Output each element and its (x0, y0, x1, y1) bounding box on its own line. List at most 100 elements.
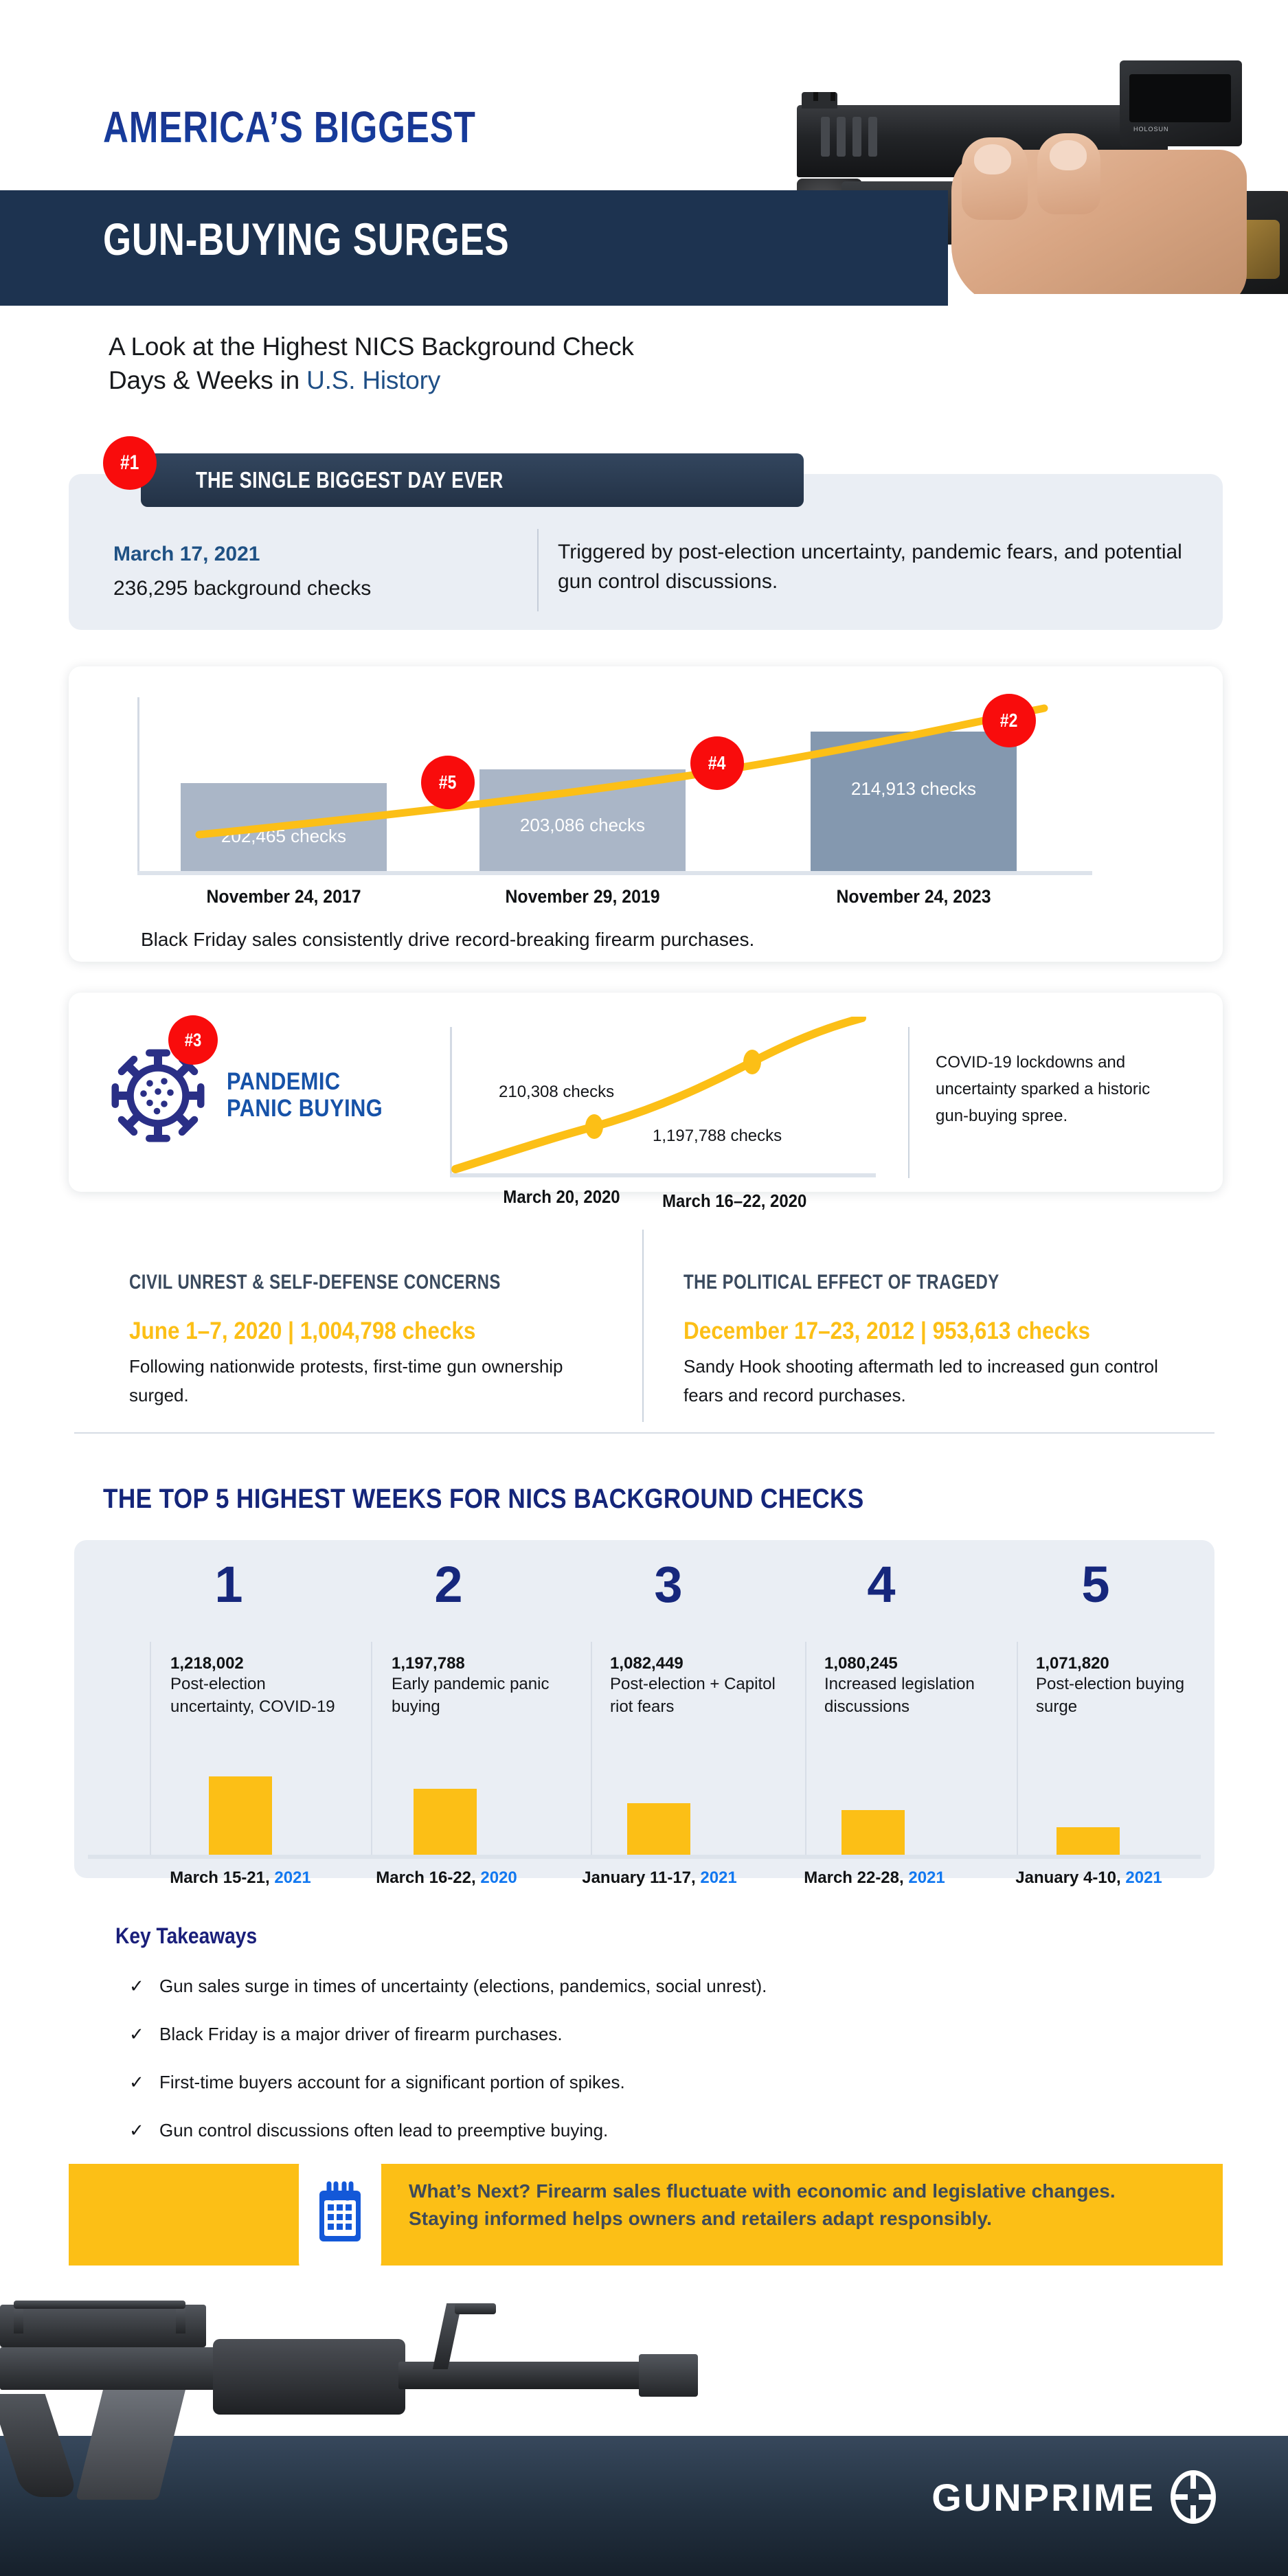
bf-bar: 203,086 checks (479, 769, 686, 871)
section4-column-divider (642, 1230, 644, 1422)
rear-sight (802, 92, 837, 109)
top5-date: March 15-21, 2021 (170, 1868, 311, 1887)
section4-right-stat: December 17–23, 2012 | 953,613 checks (683, 1318, 1091, 1344)
pandemic-divider (908, 1027, 909, 1178)
top5-description: Post-election uncertainty, COVID-19 (170, 1675, 335, 1716)
top5-value: 1,071,820 (1036, 1654, 1109, 1673)
bf-trend-line (195, 704, 1048, 839)
top5-value: 1,080,245 (824, 1654, 898, 1673)
takeaway-item: Black Friday is a major driver of firear… (159, 2024, 563, 2044)
rank-badge-2: #2 (982, 694, 1036, 747)
slide-serration (837, 117, 846, 157)
pandemic-x-axis (450, 1173, 876, 1177)
top5-description: Increased legislation discussions (824, 1675, 975, 1716)
section1-divider (537, 529, 539, 611)
optic-brand-label: HOLOSUN (1133, 126, 1169, 133)
subtitle-line1: A Look at the Highest NICS Background Ch… (109, 332, 634, 361)
slide-serration (868, 117, 877, 157)
section4-rule (74, 1432, 1214, 1434)
bf-x-axis (137, 871, 1092, 875)
carry-handle-leg (14, 2309, 23, 2334)
calendar-icon (319, 2181, 361, 2241)
carry-handle-leg (176, 2309, 185, 2334)
header: HOLOSUN AMERICA’S BIGGEST GUN-BUYING SUR… (0, 0, 1288, 313)
bf-y-axis (137, 697, 139, 874)
page-title-line2: GUN-BUYING SURGES (103, 214, 510, 264)
top5-date: January 11-17, 2021 (582, 1868, 737, 1887)
top5-rank: 2 (434, 1556, 463, 1613)
rifle-receiver (0, 2347, 227, 2390)
top5-value: 1,082,449 (610, 1654, 683, 1673)
brand-name: GUNPRIME (931, 2475, 1155, 2519)
subtitle-highlight: U.S. History (306, 366, 441, 395)
section4-left-stat: June 1–7, 2020 | 1,004,798 checks (129, 1318, 476, 1344)
section4-right-description: Sandy Hook shooting aftermath led to inc… (683, 1356, 1158, 1406)
slide-serration (821, 117, 830, 157)
section1-title: THE SINGLE BIGGEST DAY EVER (196, 467, 504, 493)
crosshair-circle-icon (1171, 2470, 1216, 2524)
takeaway-item: Gun sales surge in times of uncertainty … (159, 1976, 767, 1996)
top5-baseline (88, 1855, 1201, 1859)
key-takeaways-title: Key Takeaways (115, 1923, 258, 1948)
fingernail (1050, 140, 1087, 170)
whats-next-text: What’s Next? Firearm sales fluctuate wit… (409, 2180, 1116, 2230)
black-friday-note: Black Friday sales consistently drive re… (141, 929, 755, 950)
rank-badge-3: #3 (168, 1015, 218, 1065)
fingernail (974, 144, 1011, 174)
finger (1037, 133, 1100, 214)
top5-date: March 16-22, 2020 (376, 1868, 517, 1887)
top5-bar (627, 1803, 690, 1855)
top5-value: 1,197,788 (392, 1654, 465, 1673)
top5-rank: 4 (867, 1556, 896, 1613)
subtitle-line2: Days & Weeks in (109, 366, 307, 395)
check-icon: ✓ (129, 1976, 144, 1996)
top5-value: 1,218,002 (170, 1654, 244, 1673)
bf-x-label: November 24, 2023 (836, 886, 991, 907)
top5-rank: 1 (214, 1556, 243, 1613)
pandemic-title: PANDEMIC PANIC BUYING (227, 1068, 384, 1122)
bf-x-label: November 24, 2017 (206, 886, 361, 907)
top5-rank: 5 (1081, 1556, 1110, 1613)
finger (962, 137, 1028, 220)
muzzle-brake (639, 2354, 698, 2397)
rank-badge-1: #1 (103, 436, 157, 490)
pandemic-title-line1: PANDEMIC (227, 1068, 341, 1095)
rank-badge-4: #4 (690, 736, 744, 790)
pandemic-trend-line (451, 1017, 866, 1173)
top5-separator (150, 1642, 151, 1858)
slide-serration (852, 117, 861, 157)
takeaway-item: Gun control discussions often lead to pr… (159, 2120, 609, 2140)
page-subtitle: A Look at the Highest NICS Background Ch… (109, 330, 933, 397)
check-icon: ✓ (129, 2120, 144, 2140)
top5-bar (841, 1810, 905, 1855)
ar15-rifle-photo (0, 2291, 783, 2566)
top5-title: THE TOP 5 HIGHEST WEEKS FOR NICS BACKGRO… (103, 1484, 864, 1514)
bf-bar-label: 203,086 checks (519, 815, 646, 835)
footer-logo: GUNPRIME (931, 2470, 1216, 2524)
title-navy-band (0, 190, 948, 306)
section4-left-title: CIVIL UNREST & SELF-DEFENSE CONCERNS (129, 1271, 501, 1293)
bf-bar-label: 214,913 checks (850, 778, 977, 799)
bf-bar: 214,913 checks (811, 732, 1017, 871)
footer-band (0, 2436, 1288, 2576)
carry-handle-top (14, 2301, 185, 2309)
takeaway-item: First-time buyers account for a signific… (159, 2072, 625, 2092)
magazine (76, 2390, 185, 2500)
rifle-upper (0, 2305, 206, 2347)
pandemic-description: COVID-19 lockdowns and uncertainty spark… (936, 1053, 1151, 1125)
section1-header-bar: THE SINGLE BIGGEST DAY EVER (141, 453, 804, 507)
page-title-line1: AMERICA’S BIGGEST (103, 102, 476, 152)
rank-badge-5: #5 (421, 756, 475, 809)
pandemic-card (69, 993, 1223, 1192)
top5-separator (371, 1642, 372, 1858)
top5-bar (1057, 1827, 1120, 1855)
top5-separator (1017, 1642, 1018, 1858)
top5-bar (209, 1776, 272, 1855)
handguard (213, 2339, 405, 2415)
bf-x-label: November 29, 2019 (505, 886, 660, 907)
front-sight-top (455, 2303, 496, 2314)
pandemic-title-line2: PANIC BUYING (227, 1095, 383, 1122)
pandemic-point2-label: 1,197,788 checks (653, 1127, 782, 1145)
section4-left-description: Following nationwide protests, first-tim… (129, 1356, 563, 1406)
check-icon: ✓ (129, 2072, 144, 2092)
